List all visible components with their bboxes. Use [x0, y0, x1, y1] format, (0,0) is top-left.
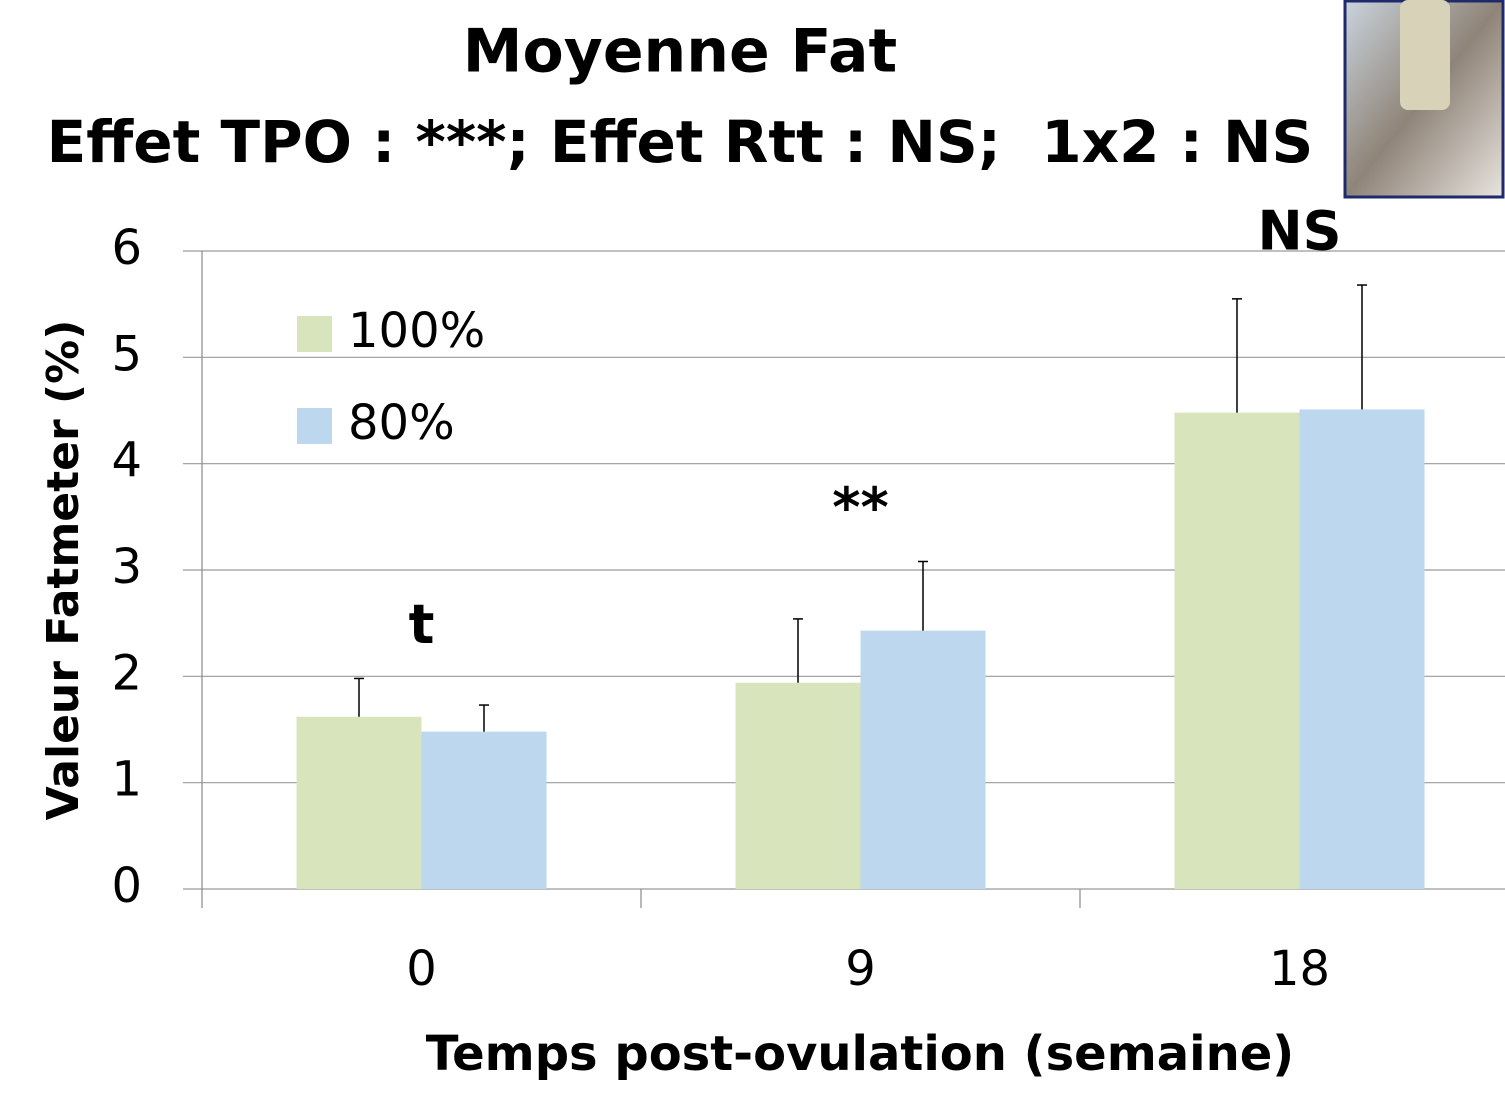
y-tick-label: 6 [111, 220, 142, 276]
legend-label: 100% [348, 303, 485, 359]
bar [296, 716, 422, 889]
legend-label: 80% [348, 395, 455, 451]
y-tick-label: 1 [111, 752, 142, 808]
y-axis-label: Valeur Fatmeter (%) [38, 320, 89, 821]
y-tick-label: 3 [111, 539, 142, 595]
annotation: t [409, 593, 435, 656]
bar [421, 731, 547, 889]
legend-swatch [297, 408, 332, 444]
chart-title: Moyenne Fat [463, 17, 897, 87]
x-tick-label: 9 [845, 941, 876, 997]
annotation: NS [1257, 200, 1341, 263]
error-bar [354, 677, 364, 717]
chart-subtitle: Effet TPO : ***; Effet Rtt : NS; 1x2 : N… [47, 108, 1314, 176]
photo-device [1400, 0, 1450, 110]
y-tick-label: 2 [111, 645, 142, 701]
error-bar [479, 704, 489, 732]
bar [735, 682, 861, 889]
x-tick-label: 0 [406, 941, 437, 997]
x-tick-label: 18 [1269, 941, 1330, 997]
y-tick-label: 0 [111, 858, 142, 914]
bar [860, 630, 986, 889]
annotation: ** [832, 476, 888, 539]
y-tick-label: 4 [111, 433, 142, 489]
legend-swatch [297, 316, 332, 352]
error-bar [1232, 298, 1242, 413]
x-axis-label: Temps post-ovulation (semaine) [426, 1026, 1294, 1082]
y-tick-label: 5 [111, 326, 142, 382]
error-bar [918, 560, 928, 631]
bar [1174, 412, 1300, 889]
bar [1299, 409, 1425, 889]
error-bar [1357, 284, 1367, 410]
error-bar [793, 618, 803, 683]
